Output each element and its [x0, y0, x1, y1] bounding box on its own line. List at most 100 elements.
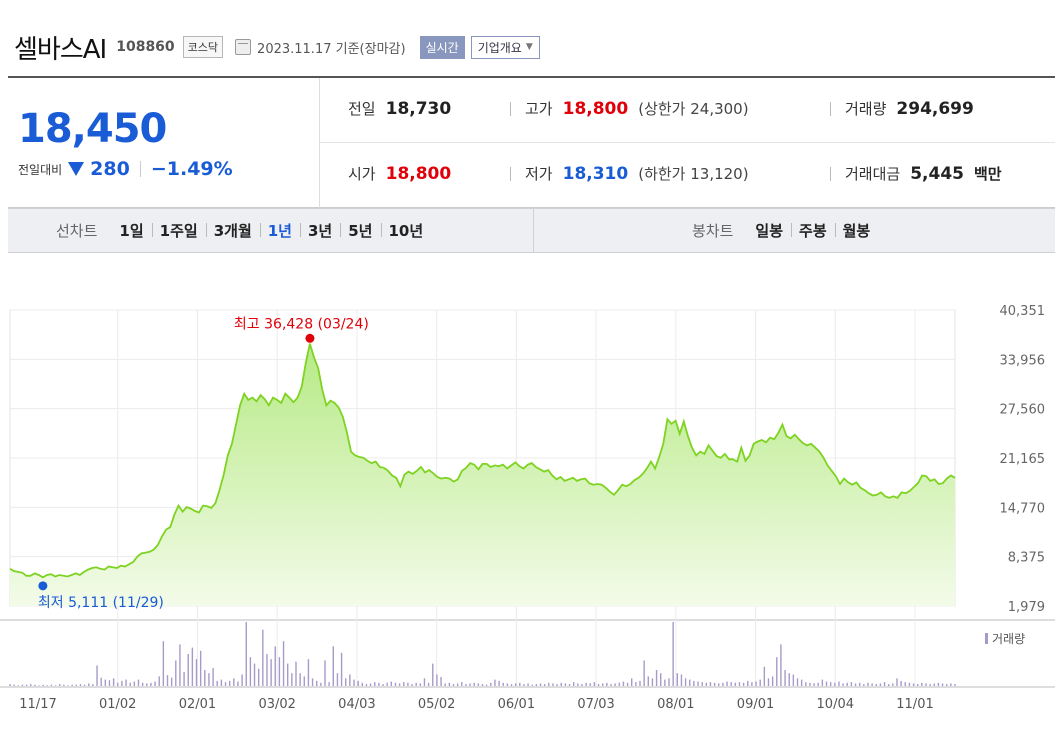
- volume-bar: [796, 678, 799, 686]
- volume-bar: [104, 679, 107, 686]
- volume-bar: [912, 683, 915, 686]
- volume-bar: [291, 673, 293, 686]
- upper-limit: (상한가 24,300): [638, 100, 749, 118]
- candle-monthly[interactable]: 월봉: [834, 220, 879, 241]
- volume-bar: [535, 684, 538, 686]
- volume-bar: [676, 673, 679, 686]
- high-price: 고가 18,800 (상한가 24,300): [510, 98, 749, 119]
- volume-value: 294,699: [896, 99, 974, 119]
- period-3y[interactable]: 3년: [300, 220, 340, 241]
- volume-bar: [170, 677, 173, 686]
- price-change: 전일대비 280 −1.49%: [18, 158, 233, 180]
- volume-bar: [742, 682, 745, 686]
- volume-bar: [63, 684, 65, 686]
- trade-amount-value: 5,445: [910, 164, 964, 184]
- change-percent: −1.49%: [150, 158, 233, 180]
- volume-bar: [639, 680, 641, 686]
- volume-bar: [125, 679, 127, 686]
- volume-bar: [108, 680, 111, 686]
- divider: [139, 161, 141, 177]
- volume-bar: [42, 684, 44, 686]
- volume-bar: [498, 680, 500, 686]
- volume-bar: [353, 679, 355, 686]
- volume-bar: [946, 684, 948, 686]
- period-1w[interactable]: 1주일: [151, 220, 206, 241]
- current-price: 18,450: [18, 106, 167, 152]
- volume-bar: [79, 684, 82, 686]
- volume-bar: [228, 680, 231, 686]
- period-1d[interactable]: 1일: [119, 222, 144, 240]
- prev-close-label: 전일: [348, 100, 376, 118]
- x-tick-label: 07/03: [577, 697, 614, 712]
- trade-amount: 거래대금 5,445 백만: [830, 163, 1002, 184]
- volume-bar: [829, 682, 832, 686]
- volume-bar: [531, 684, 533, 686]
- volume-bar: [722, 682, 724, 686]
- volume-bar: [117, 682, 119, 686]
- period-3m[interactable]: 3개월: [205, 220, 260, 241]
- reference-date: 2023.11.17 기준(장마감): [257, 41, 406, 57]
- volume-bar: [96, 665, 98, 686]
- volume-bar: [585, 682, 587, 686]
- volume-bar: [407, 682, 409, 686]
- volume-bar: [241, 674, 243, 686]
- period-10y[interactable]: 10년: [380, 220, 432, 241]
- volume-bar: [759, 679, 761, 686]
- x-tick-label: 11/17: [19, 697, 56, 712]
- volume-bar: [631, 678, 633, 686]
- volume-bar: [668, 678, 670, 686]
- low-value: 18,310: [562, 164, 629, 184]
- volume-bar: [568, 684, 571, 686]
- low-annotation: 최저 5,111 (11/29): [38, 595, 164, 611]
- volume-bar: [237, 681, 239, 686]
- volume-bar: [208, 673, 210, 686]
- volume-bar: [805, 682, 807, 686]
- y-tick-label: 21,165: [1000, 452, 1046, 467]
- volume-bar: [655, 670, 658, 686]
- y-tick-label: 1,979: [1008, 600, 1045, 615]
- volume-bar: [394, 682, 397, 686]
- volume-bar: [448, 682, 451, 686]
- volume-bar: [374, 682, 376, 686]
- x-tick-label: 06/01: [498, 697, 535, 712]
- realtime-button[interactable]: 실시간: [419, 35, 465, 59]
- volume-bar: [88, 683, 90, 686]
- volume-bar: [572, 682, 575, 686]
- volume-bar: [71, 684, 73, 686]
- volume-bar: [887, 684, 890, 686]
- volume-bar: [539, 683, 542, 686]
- volume-bar: [340, 652, 343, 686]
- volume-legend-label: 거래량: [992, 632, 1025, 646]
- period-1y[interactable]: 1년: [259, 220, 300, 241]
- volume-bar: [842, 683, 844, 686]
- volume-bar: [713, 682, 716, 686]
- volume-bar: [390, 681, 393, 686]
- volume-bar: [838, 681, 840, 686]
- chevron-down-icon: ▼: [525, 42, 533, 52]
- volume-bar: [672, 622, 674, 686]
- calendar-icon: [235, 39, 252, 55]
- volume-bar: [191, 647, 194, 686]
- period-5y[interactable]: 5년: [340, 220, 380, 241]
- volume-bar: [635, 682, 637, 686]
- company-overview-dropdown[interactable]: 기업개요 ▼: [470, 35, 540, 59]
- candle-chart-periods: 봉차트 일봉 주봉 월봉: [692, 209, 878, 252]
- volume-bar: [643, 660, 645, 686]
- x-tick-label: 03/02: [258, 697, 295, 712]
- volume-bar: [589, 683, 591, 686]
- volume-bar: [456, 683, 459, 686]
- candle-daily[interactable]: 일봉: [755, 222, 784, 240]
- volume-bar: [249, 657, 252, 686]
- line-chart-periods: 선차트 1일 1주일 3개월 1년 3년 5년 10년: [56, 209, 431, 252]
- volume-bar: [726, 681, 728, 686]
- volume-bar: [440, 677, 442, 686]
- volume-bar: [204, 670, 206, 686]
- prev-close-value: 18,730: [385, 99, 452, 119]
- x-tick-label: 05/02: [418, 697, 455, 712]
- volume-bar: [747, 680, 749, 686]
- price-summary: 18,450 전일대비 280 −1.49% 전일 18,730 고가 18,8…: [8, 76, 1055, 208]
- volume-bar: [854, 683, 857, 686]
- candle-weekly[interactable]: 주봉: [791, 220, 835, 241]
- volume-bar: [751, 682, 753, 686]
- volume-bar: [175, 660, 177, 686]
